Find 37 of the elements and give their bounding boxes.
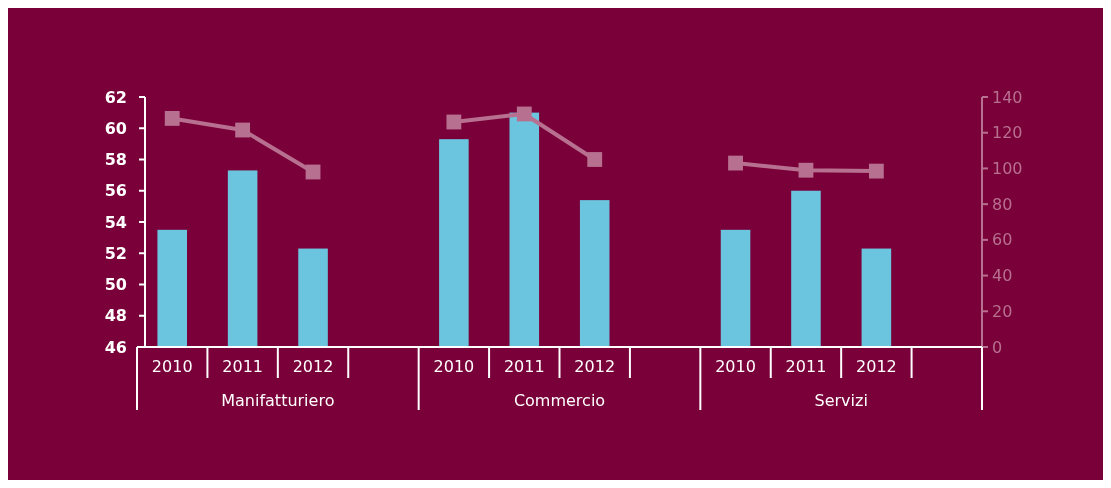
point — [516, 106, 532, 122]
y2-tick-label: 100 — [992, 159, 1023, 179]
y2-tick-label: 120 — [992, 123, 1023, 143]
y-tick-label: 60 — [104, 118, 127, 138]
y-tick-label: 58 — [104, 150, 127, 170]
x-tick-label: 2012 — [292, 356, 334, 376]
y-tick-label: 48 — [104, 306, 127, 326]
x-tick-label: 2012 — [856, 356, 897, 376]
y2-tick-label: 40 — [992, 266, 1013, 286]
y-tick-label: 46 — [104, 337, 127, 357]
y-tick-label: 62 — [104, 87, 127, 107]
y2-tick-label: 20 — [992, 301, 1013, 321]
point — [868, 163, 884, 179]
x-tick-label: 2012 — [574, 356, 616, 376]
point — [728, 155, 743, 171]
x-tick-label: 2010 — [151, 356, 193, 376]
y2-tick-label: 60 — [992, 230, 1013, 250]
x-tick-label: 2010 — [715, 356, 756, 376]
y2-tick-label: 140 — [992, 87, 1023, 107]
y2-tick-label: 80 — [992, 194, 1013, 214]
text: Manifatturiero — [221, 391, 335, 410]
x-tick-label: 2011 — [785, 356, 827, 376]
y-tick-label: 52 — [104, 243, 127, 263]
point — [587, 152, 603, 167]
point — [235, 122, 251, 138]
x-tick-label: 2011 — [503, 356, 545, 376]
text: Servizi — [814, 391, 868, 410]
y-tick-label: 56 — [104, 181, 127, 201]
point — [446, 114, 462, 130]
point — [798, 162, 814, 178]
y2-tick-label: 0 — [992, 337, 1003, 357]
x-tick-label: 2011 — [222, 356, 263, 376]
point — [164, 111, 180, 126]
y-tick-label: 50 — [104, 275, 127, 295]
x-tick-label: 2010 — [433, 356, 475, 376]
y-tick-label: 54 — [104, 212, 127, 232]
text: Commercio — [513, 391, 606, 410]
